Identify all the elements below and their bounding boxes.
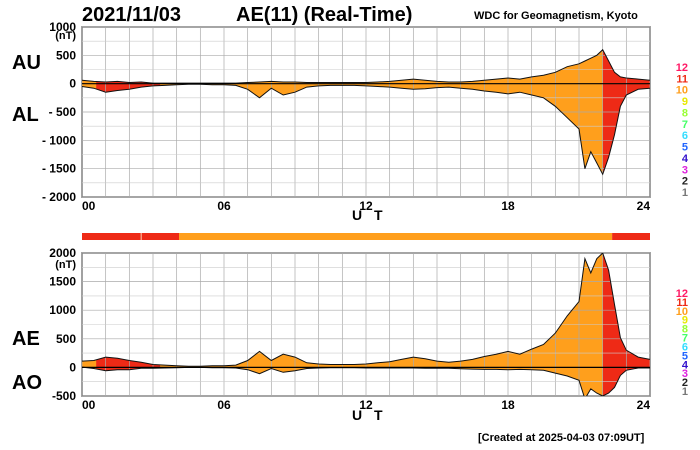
- y-unit-label: (nT): [55, 259, 76, 271]
- y-tick-label: 1000: [49, 20, 76, 34]
- legend-level-label: 8: [682, 107, 688, 119]
- legend-level-label: 3: [682, 368, 688, 380]
- x-tick-label: 06: [217, 199, 231, 213]
- ae-area-high: [96, 357, 161, 368]
- legend-level-label: 9: [682, 96, 688, 108]
- legend-level-label: 4: [682, 153, 689, 165]
- y-tick-label: -500: [52, 389, 76, 403]
- legend-level-label: 8: [682, 324, 688, 336]
- x-tick-label: 12: [359, 199, 373, 213]
- legend-level-label: 5: [682, 350, 688, 362]
- legend-level-label: 12: [676, 62, 688, 74]
- ao-area: [82, 367, 650, 396]
- y-tick-label: - 2000: [42, 190, 76, 204]
- y-tick-label: - 1000: [42, 133, 76, 147]
- series-label-ae: AE: [12, 328, 40, 350]
- y-tick-label: - 1500: [42, 162, 76, 176]
- legend-level-label: 1: [682, 187, 688, 199]
- al-area-high: [602, 83, 650, 175]
- au-area-high: [602, 49, 650, 84]
- legend-level-label: 2: [682, 176, 688, 188]
- y-tick-label: 500: [56, 332, 76, 346]
- activity-bar-segment: [82, 233, 180, 240]
- al-line: [82, 83, 650, 176]
- y-tick-label: 0: [69, 77, 76, 91]
- x-tick-label: 00: [82, 398, 96, 412]
- y-unit-label: (nT): [55, 30, 76, 42]
- legend-level-label: 3: [682, 164, 688, 176]
- x-axis-label-bottom: U T: [352, 407, 387, 423]
- y-tick-label: 2000: [49, 246, 76, 260]
- y-tick-label: 0: [69, 360, 76, 374]
- legend-level-label: 6: [682, 341, 688, 353]
- x-tick-label: 18: [501, 398, 515, 412]
- x-tick-label: 00: [82, 199, 96, 213]
- ae-area: [82, 253, 650, 368]
- ao-area-high: [602, 367, 650, 396]
- x-tick-label: 12: [359, 398, 373, 412]
- legend-level-label: 12: [676, 288, 688, 300]
- y-tick-label: - 500: [49, 105, 77, 119]
- legend-level-label: 10: [676, 85, 688, 97]
- legend-level-label: 5: [682, 142, 688, 154]
- al-area: [82, 83, 650, 175]
- legend-level-label: 11: [676, 297, 688, 309]
- institution-label: WDC for Geomagnetism, Kyoto: [474, 10, 638, 22]
- x-tick-label: 06: [217, 398, 231, 412]
- series-label-au: AU: [12, 52, 41, 74]
- legend-level-label: 6: [682, 130, 688, 142]
- legend-level-label: 4: [682, 359, 689, 371]
- index-title: AE(11) (Real-Time): [236, 4, 413, 26]
- y-tick-label: 500: [56, 48, 76, 62]
- legend-level-label: 2: [682, 377, 688, 389]
- y-tick-label: 1000: [49, 303, 76, 317]
- legend-level-label: 9: [682, 315, 688, 327]
- ae-line: [82, 253, 650, 367]
- activity-bar-segment: [179, 233, 613, 240]
- al-area-high: [96, 83, 161, 93]
- created-timestamp: [Created at 2025-04-03 07:09UT]: [478, 432, 645, 444]
- series-label-ao: AO: [12, 372, 42, 394]
- x-axis-label-top: U T: [352, 207, 387, 223]
- legend-level-label: 1: [682, 386, 688, 398]
- series-label-al: AL: [12, 104, 39, 126]
- legend-level-label: 11: [676, 73, 688, 85]
- x-tick-label: 24: [637, 398, 651, 412]
- x-tick-label: 18: [501, 199, 515, 213]
- au-area: [82, 49, 650, 84]
- x-tick-label: 24: [637, 199, 651, 213]
- date-title: 2021/11/03: [82, 4, 181, 26]
- activity-bar-segment: [612, 233, 650, 240]
- legend-level-label: 10: [676, 306, 688, 318]
- legend-level-label: 7: [682, 333, 688, 345]
- y-tick-label: 1500: [49, 275, 76, 289]
- legend-level-label: 7: [682, 119, 688, 131]
